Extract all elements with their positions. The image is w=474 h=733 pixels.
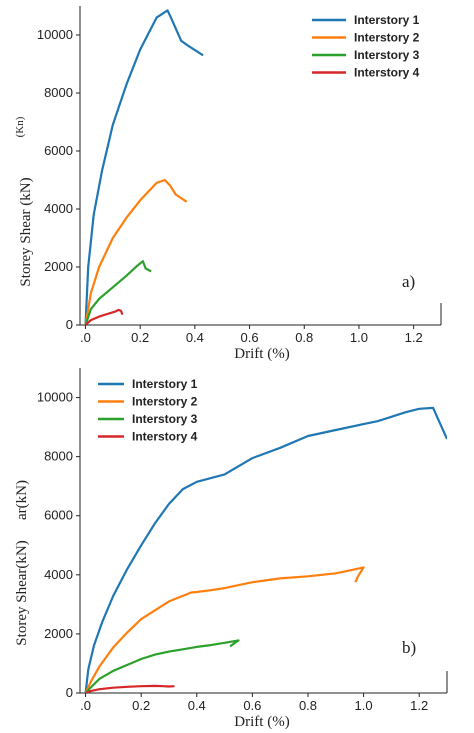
x-tick-label: 1.0 [350,330,368,345]
y-tick-label: 2000 [44,259,73,274]
y-tick-label: 6000 [44,143,73,158]
x-axis-label: Drift (%) [234,714,289,730]
y-axis-label-fragment: (Kn) [14,116,26,137]
legend-label-interstory-3: Interstory 3 [132,412,198,426]
x-tick-label: .0 [80,698,91,713]
x-tick-label: 0.8 [295,330,313,345]
y-tick-label: 8000 [44,449,73,464]
y-tick-label: 8000 [44,85,73,100]
series-line-interstory-3 [84,260,152,325]
y-tick-label: 4000 [44,567,73,582]
legend: Interstory 1 Interstory 2 Interstory 3 Inte… [98,377,198,444]
chart-panel-2: 0 2000 4000 6000 8000 10000 .0 0.2 0.4 0.6 0.8 1.0 1… [14,368,448,730]
series-line-interstory-2 [84,178,188,325]
x-tick-label: .0 [80,330,91,345]
legend-label-interstory-1: Interstory 1 [132,377,198,391]
series-line-interstory-2 [84,566,365,693]
y-tick-label: 2000 [44,626,73,641]
series-line-interstory-4 [85,684,175,693]
series-line-interstory-3 [84,639,240,693]
legend-label-interstory-1: Interstory 1 [354,13,420,27]
x-tick-label: 0.8 [299,698,317,713]
y-axis-label-fragment: ar(kN) [14,480,30,520]
x-tick-label: 0.6 [243,698,261,713]
x-axis-label: Drift (%) [234,346,289,362]
x-tick-label: 1.2 [410,698,428,713]
y-tick-label: 0 [66,685,73,700]
x-tick-label: 0.2 [132,698,150,713]
legend: Interstory 1 Interstory 2 Interstory 3 Inte… [312,13,420,80]
legend-label-interstory-4: Interstory 4 [132,430,198,444]
y-axis-label: Storey Shear(kN) [14,540,30,645]
y-tick-label: 10000 [37,27,73,42]
x-tick-label: 1.2 [405,330,423,345]
series-line-interstory-1 [84,9,204,325]
x-tick-label: 0.2 [131,330,149,345]
panel-label: b) [402,638,416,657]
x-tick-label: 0.4 [188,698,206,713]
legend-label-interstory-2: Interstory 2 [132,395,198,409]
x-tick-label: 0.6 [241,330,259,345]
y-tick-label: 6000 [44,508,73,523]
series-line-interstory-1 [84,406,447,693]
panel-label: a) [402,272,415,291]
y-tick-label: 10000 [37,390,73,405]
y-tick-label: 0 [66,317,73,332]
legend-label-interstory-2: Interstory 2 [354,31,420,45]
x-tick-label: 1.0 [355,698,373,713]
y-axis-label: Storey Shear (kN) [18,177,34,286]
legend-label-interstory-4: Interstory 4 [354,66,420,80]
y-tick-label: 4000 [44,201,73,216]
legend-label-interstory-3: Interstory 3 [354,48,420,62]
x-tick-label: 0.4 [186,330,204,345]
series-line-interstory-4 [84,308,124,325]
chart-panel-1: 0 2000 4000 6000 8000 10000 .0 0.2 0.4 0.6 0.8 1.0 1… [14,6,442,362]
